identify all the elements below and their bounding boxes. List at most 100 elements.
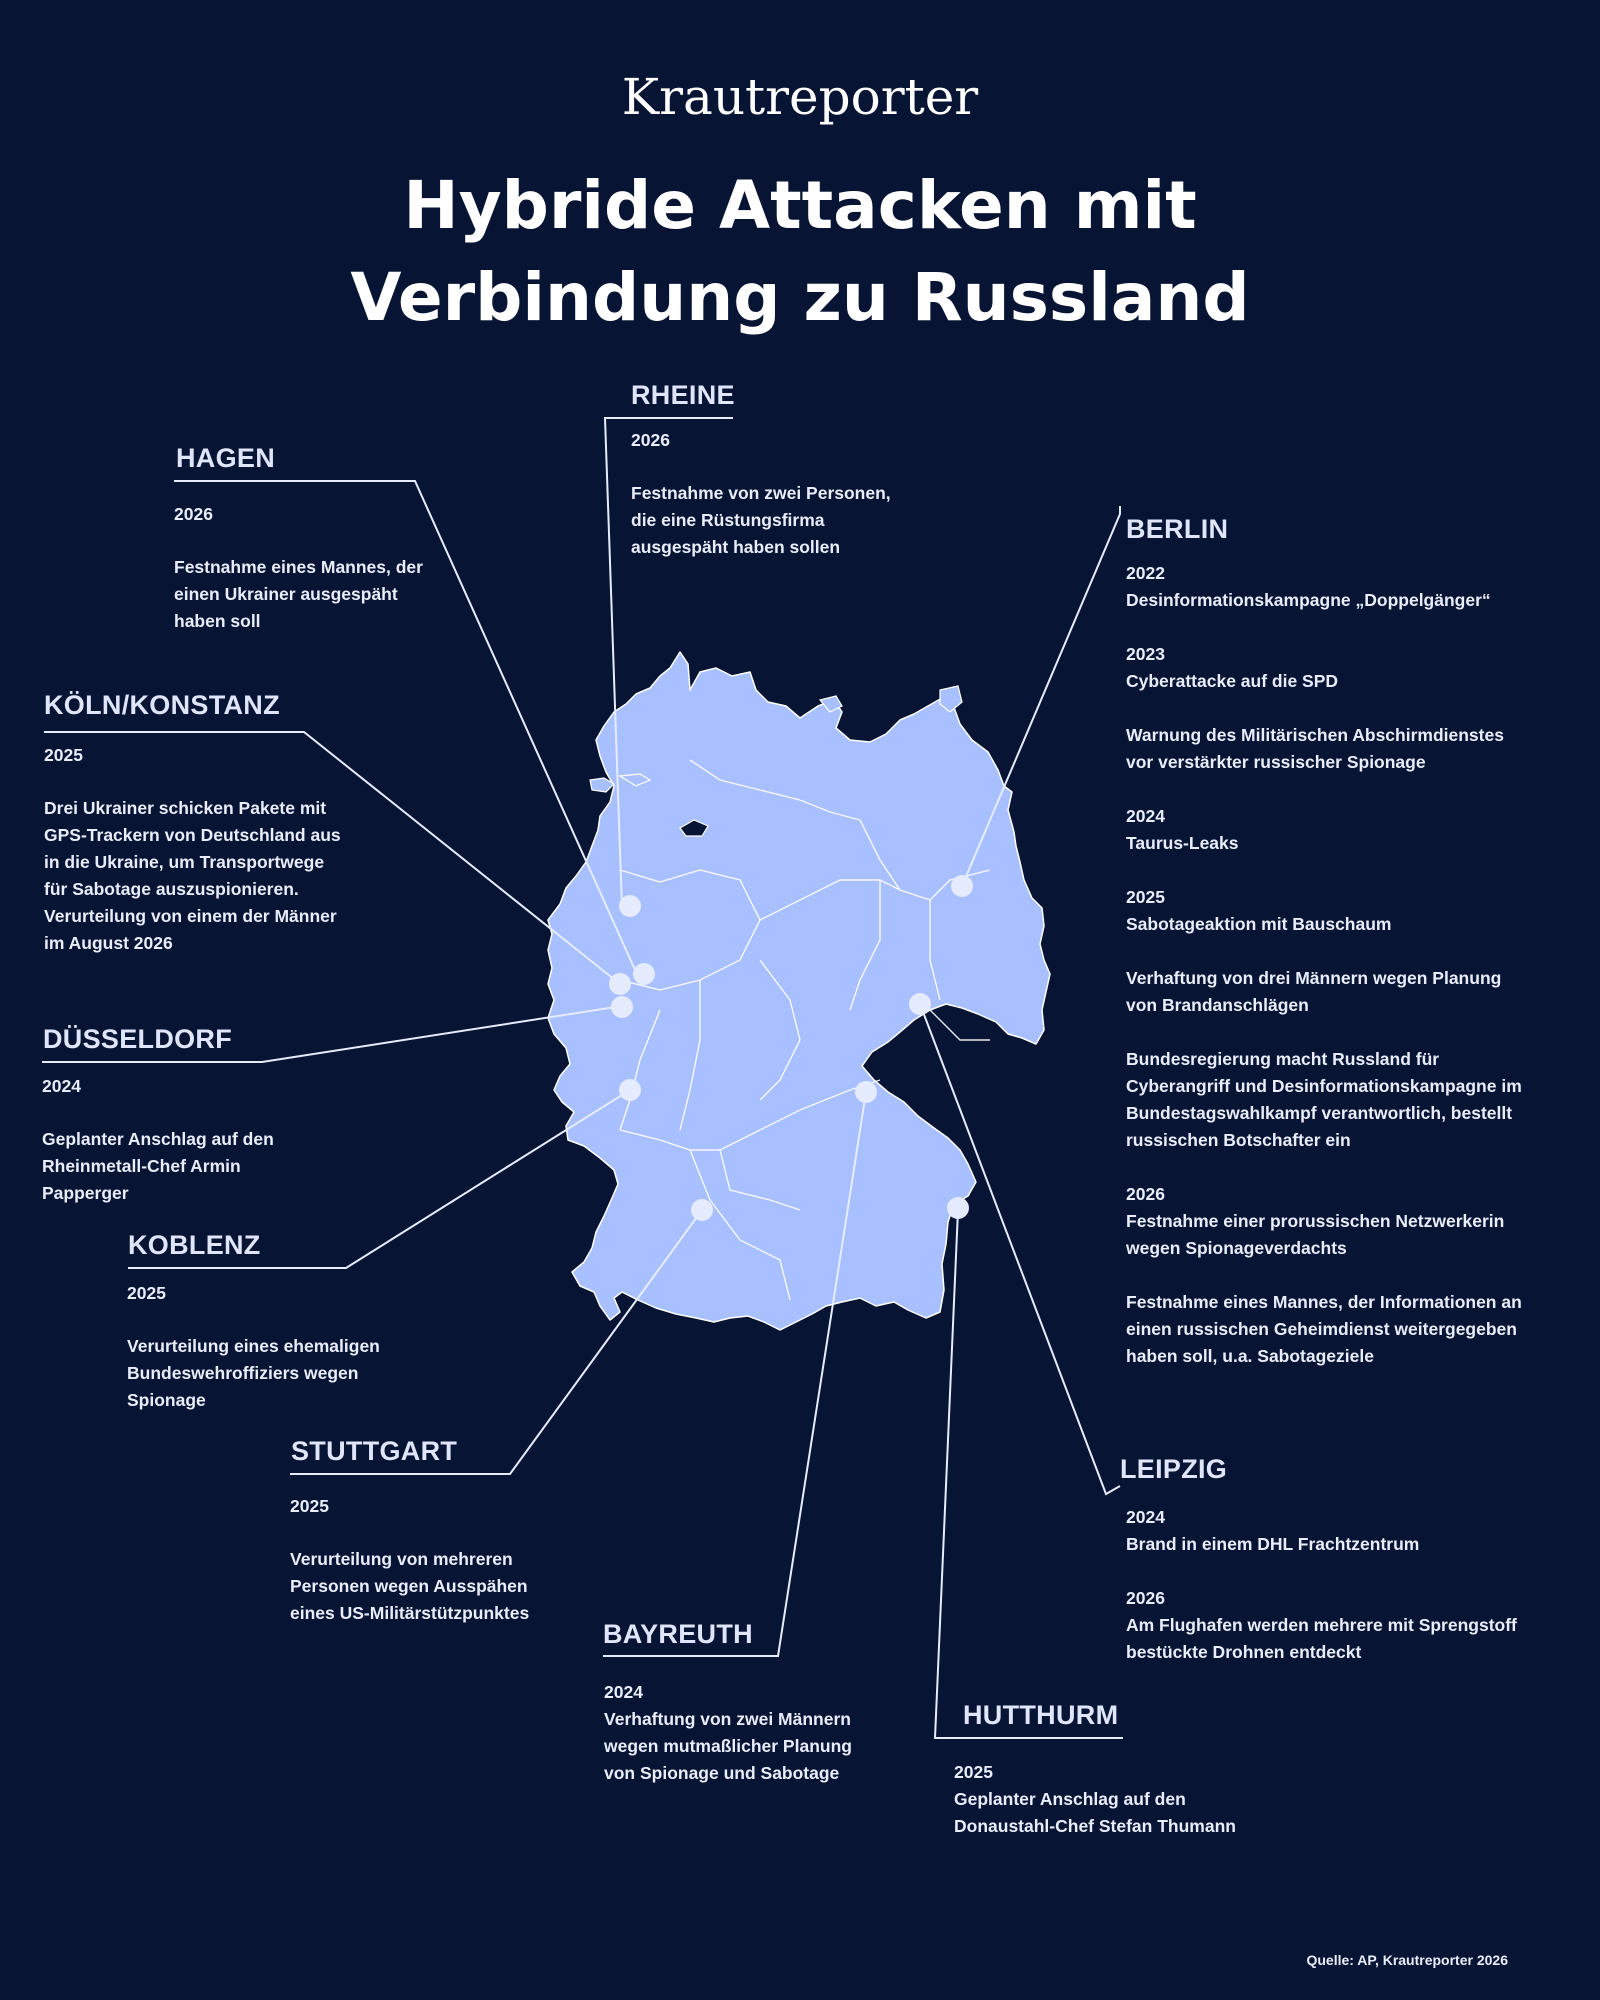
event-line: Bundestagswahlkampf verantwortlich, best…	[1126, 1103, 1513, 1123]
island-1	[589, 777, 615, 793]
marker-bayreuth[interactable]	[855, 1081, 877, 1103]
event-entry: 2026 Festnahme einer prorussischen Netzw…	[1126, 1181, 1522, 1262]
connector-duesseldorf	[42, 1005, 623, 1063]
year-label: 2025	[1126, 887, 1165, 907]
event-line: Bundesregierung macht Russland für	[1126, 1049, 1440, 1069]
event-line: GPS-Trackern von Deutschland aus	[44, 825, 341, 845]
event-line: Geplanter Anschlag auf den	[42, 1129, 274, 1149]
city-label-duesseldorf: DÜSSELDORF	[43, 1024, 233, 1054]
event-line: ausgespäht haben sollen	[631, 537, 841, 557]
event-line: Rheinmetall-Chef Armin	[42, 1156, 241, 1176]
info-block-koeln-konstanz: 2025 Drei Ukrainer schicken Pakete mit G…	[44, 742, 341, 957]
event-line: Drei Ukrainer schicken Pakete mit	[44, 798, 327, 818]
island-fehmarn	[818, 695, 843, 713]
event-line: Verurteilung von einem der Männer	[44, 906, 337, 926]
info-block-hagen: 2026 Festnahme eines Mannes, der einen U…	[174, 501, 423, 635]
event-line: Cyberattacke auf die SPD	[1126, 671, 1339, 691]
city-label-stuttgart: STUTTGART	[291, 1436, 458, 1466]
connector-stuttgart	[290, 1209, 703, 1475]
germany-outline	[547, 651, 1051, 1331]
event-line: Verhaftung von zwei Männern	[604, 1709, 851, 1729]
event-line: Donaustahl-Chef Stefan Thumann	[954, 1816, 1236, 1836]
event-line: Festnahme einer prorussischen Netzwerker…	[1126, 1211, 1505, 1231]
event-line: Festnahme von zwei Personen,	[631, 483, 891, 503]
year-label: 2026	[1126, 1588, 1165, 1608]
connector-lines	[42, 417, 1123, 1739]
brand-logo: Krautreporter	[621, 68, 979, 126]
connector-hutthurm	[933, 1209, 1123, 1739]
event-line: Warnung des Militärischen Abschirmdienst…	[1126, 725, 1504, 745]
info-block-berlin: 2022 Desinformationskampagne „Doppelgäng…	[1126, 560, 1522, 1397]
connector-koblenz	[128, 1089, 631, 1269]
marker-rheine[interactable]	[619, 895, 641, 917]
event-line: Festnahme eines Mannes, der Informatione…	[1126, 1292, 1522, 1312]
event-line: Am Flughafen werden mehrere mit Sprengst…	[1126, 1615, 1517, 1635]
marker-hagen[interactable]	[633, 963, 655, 985]
event-line: Brand in einem DHL Frachtzentrum	[1126, 1534, 1420, 1554]
event-line: wegen mutmaßlicher Planung	[604, 1736, 852, 1756]
event-line: vor verstärkter russischer Spionage	[1126, 752, 1426, 772]
marker-stuttgart[interactable]	[691, 1199, 713, 1221]
event-entry: Bundesregierung macht Russland für Cyber…	[1126, 1046, 1522, 1154]
info-block-stuttgart: 2025 Verurteilung von mehreren Personen …	[290, 1493, 529, 1627]
event-line: bestückte Drohnen entdeckt	[1126, 1642, 1362, 1662]
markers	[609, 875, 973, 1221]
event-line: von Spionage und Sabotage	[604, 1763, 840, 1783]
event-line: im August 2026	[44, 933, 173, 953]
event-entry: Festnahme eines Mannes, der Informatione…	[1126, 1289, 1522, 1370]
year-label: 2026	[1126, 1184, 1165, 1204]
event-line: russischen Botschafter ein	[1126, 1130, 1351, 1150]
event-line: Verhaftung von drei Männern wegen Planun…	[1126, 968, 1502, 988]
event-line: Cyberangriff und Desinformationskampagne…	[1126, 1076, 1522, 1096]
year-label: 2024	[42, 1076, 81, 1096]
event-entry: 2022 Desinformationskampagne „Doppelgäng…	[1126, 560, 1522, 614]
event-line: von Brandanschlägen	[1126, 995, 1309, 1015]
event-line: Bundeswehroffiziers wegen	[127, 1363, 359, 1383]
city-label-leipzig: LEIPZIG	[1120, 1454, 1228, 1484]
connector-hagen	[174, 480, 637, 973]
info-block-koblenz: 2025 Verurteilung eines ehemaligen Bunde…	[127, 1280, 380, 1414]
city-label-bayreuth: BAYREUTH	[603, 1619, 753, 1649]
event-line: Festnahme eines Mannes, der	[174, 557, 423, 577]
marker-koblenz[interactable]	[619, 1079, 641, 1101]
event-line: Personen wegen Ausspähen	[290, 1576, 528, 1596]
city-label-berlin: BERLIN	[1126, 514, 1229, 544]
info-block-bayreuth: 2024 Verhaftung von zwei Männern wegen m…	[604, 1679, 852, 1787]
event-line: die eine Rüstungsfirma	[631, 510, 825, 530]
year-label: 2023	[1126, 644, 1165, 664]
event-line: haben soll	[174, 611, 261, 631]
info-block-leipzig: 2024 Brand in einem DHL Frachtzentrum 20…	[1126, 1504, 1517, 1693]
event-line: Desinformationskampagne „Doppelgänger“	[1126, 590, 1491, 610]
event-entry: 2024 Brand in einem DHL Frachtzentrum	[1126, 1504, 1517, 1558]
event-line: eines US-Militärstützpunktes	[290, 1603, 530, 1623]
year-label: 2025	[954, 1762, 993, 1782]
connector-rheine	[603, 417, 733, 909]
event-line: einen Ukrainer ausgespäht	[174, 584, 398, 604]
event-line: Taurus-Leaks	[1126, 833, 1239, 853]
page-title: Hybride Attacken mit Verbindung zu Russl…	[0, 160, 1600, 344]
event-line: Spionage	[127, 1390, 206, 1410]
city-label-koblenz: KOBLENZ	[128, 1230, 261, 1260]
marker-duesseldorf[interactable]	[611, 996, 633, 1018]
event-line: Verurteilung von mehreren	[290, 1549, 513, 1569]
germany-map	[547, 651, 1051, 1331]
info-block-hutthurm: 2025 Geplanter Anschlag auf den Donausta…	[954, 1759, 1236, 1840]
marker-koeln[interactable]	[609, 973, 631, 995]
year-label: 2026	[174, 504, 213, 524]
year-label: 2022	[1126, 563, 1165, 583]
event-entry: 2024 Taurus-Leaks	[1126, 803, 1522, 857]
lake	[679, 819, 709, 837]
marker-hutthurm[interactable]	[947, 1197, 969, 1219]
event-entry: 2023 Cyberattacke auf die SPD	[1126, 641, 1522, 695]
connector-bayreuth	[603, 1091, 867, 1657]
year-label: 2025	[127, 1283, 166, 1303]
connector-koeln	[44, 731, 621, 985]
year-label: 2024	[1126, 1507, 1165, 1527]
marker-leipzig[interactable]	[909, 993, 931, 1015]
year-label: 2025	[44, 745, 83, 765]
year-label: 2025	[290, 1496, 329, 1516]
marker-berlin[interactable]	[951, 875, 973, 897]
city-label-rheine: RHEINE	[631, 380, 735, 410]
source-credit: Quelle: AP, Krautreporter 2026	[1306, 1952, 1508, 1968]
